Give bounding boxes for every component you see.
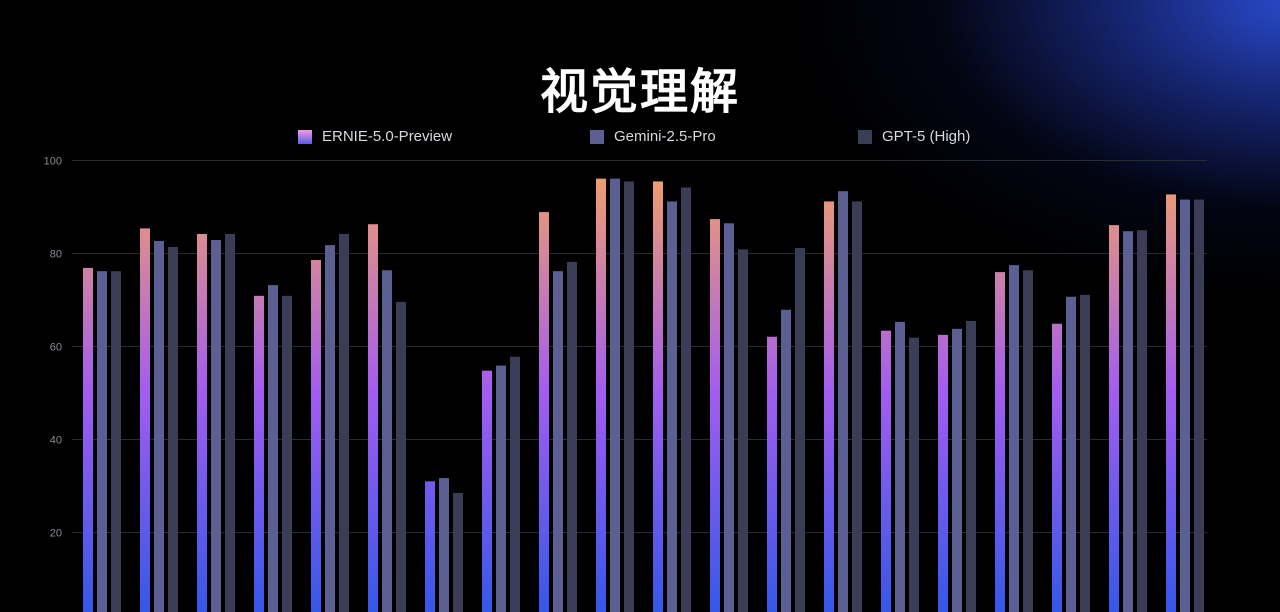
y-tick-label: 80 [50,249,62,261]
bar-ernie [140,228,150,612]
bar-gemini [667,201,677,612]
bar-gemini [781,309,791,612]
bar-ernie [653,181,663,612]
bar-gemini [1009,265,1019,612]
bar-gemini [895,321,905,612]
legend-label-ernie: ERNIE-5.0-Preview [322,128,453,145]
bar-ernie [710,219,720,612]
bar-gpt [624,181,634,612]
bar-ernie [881,330,891,612]
bar-gemini [553,271,563,612]
bar-gemini [952,328,962,612]
legend-swatch-gemini [590,129,604,144]
bar-ernie [995,272,1005,612]
bar-ernie [539,212,549,612]
bar-gemini [496,365,506,612]
bar-gpt [909,337,919,612]
legend-label-gemini: Gemini-2.5-Pro [614,128,716,145]
bar-gemini [1180,199,1190,612]
bar-gemini [1066,296,1076,612]
legend-swatch-ernie [298,129,312,144]
bar-ernie [197,233,207,612]
legend-swatch-gpt [858,129,872,144]
bar-gpt [966,320,976,612]
bar-ernie [425,481,435,612]
bar-ernie [482,370,492,612]
bar-gemini [154,240,164,612]
bar-gpt [567,261,577,612]
bar-gemini [610,178,620,612]
legend-item-gpt: GPT-5 (High) [858,128,970,145]
bar-gpt [453,492,463,612]
bar-ernie [824,201,834,612]
bar-gemini [382,270,392,612]
bar-gpt [111,271,121,612]
bar-ernie [254,295,264,612]
legend-label-gpt: GPT-5 (High) [882,128,971,145]
bar-gpt [1194,199,1204,612]
bar-gpt [738,249,748,612]
bar-gpt [282,295,292,612]
bar-ernie [83,267,93,612]
bar-gpt [396,301,406,612]
bar-gemini [325,245,335,612]
bar-ernie [767,336,777,612]
bar-ernie [311,260,321,612]
y-tick-label: 100 [44,156,62,168]
bar-gpt [510,356,520,612]
bar-gpt [1080,294,1090,612]
bar-ernie [596,178,606,612]
bar-gemini [724,223,734,612]
bar-ernie [938,334,948,612]
bar-gemini [838,191,848,612]
bar-gemini [1123,231,1133,612]
bar-ernie [1109,225,1119,612]
legend-item-gemini: Gemini-2.5-Pro [590,128,716,145]
y-tick-label: 60 [50,342,62,354]
bar-gemini [97,271,107,612]
bar-gpt [681,187,691,612]
bar-ernie [368,224,378,612]
bar-gpt [1137,230,1147,612]
bar-gemini [268,285,278,612]
bar-gpt [852,201,862,612]
bar-gpt [225,233,235,612]
legend: ERNIE-5.0-Preview Gemini-2.5-Pro GPT-5 (… [0,128,1280,148]
y-tick-label: 40 [50,435,62,447]
bar-gemini [439,478,449,612]
bar-ernie [1166,194,1176,612]
bar-gpt [339,233,349,612]
bar-gpt [1023,270,1033,612]
chart-title: 视觉理解 [539,64,740,120]
y-tick-label: 20 [50,528,62,540]
legend-item-ernie: ERNIE-5.0-Preview [298,128,452,145]
bar-ernie [1052,323,1062,612]
bar-gpt [795,247,805,612]
bar-gpt [168,246,178,612]
bar-gemini [211,240,221,612]
